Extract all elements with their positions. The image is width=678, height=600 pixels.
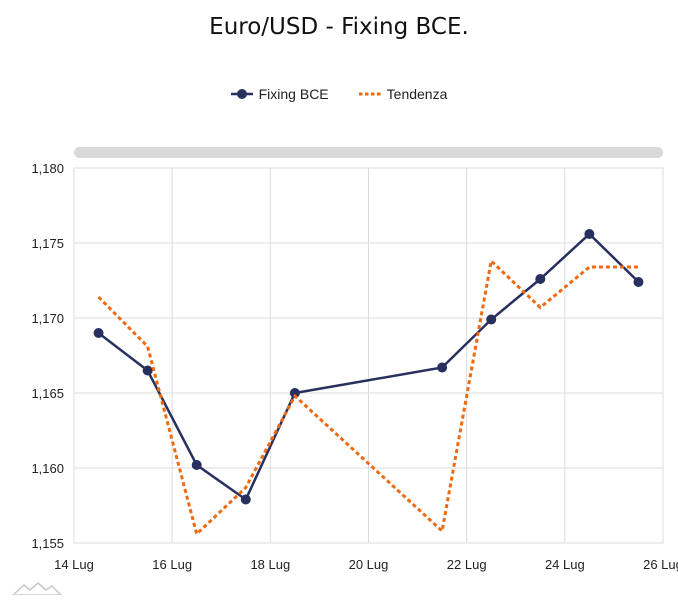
y-tick-label: 1,175 [31, 236, 64, 251]
data-point[interactable] [191, 460, 202, 470]
series-line-tendenza [97, 258, 639, 537]
data-point[interactable] [633, 277, 644, 287]
data-point[interactable] [486, 314, 497, 325]
x-tick-label: 26 Lug [643, 557, 678, 572]
legend-label: Fixing BCE [258, 86, 329, 102]
x-tick-label: 22 Lug [447, 557, 487, 572]
legend-swatch-dotted [358, 92, 381, 96]
x-tick-label: 20 Lug [349, 557, 389, 572]
x-tick-label: 16 Lug [152, 557, 192, 572]
legend-item-tendenza[interactable]: Tendenza [358, 86, 448, 102]
x-tick-label: 14 Lug [54, 557, 94, 572]
y-tick-label: 1,155 [31, 536, 64, 551]
y-tick-label: 1,180 [31, 161, 64, 176]
zoom-scrollbar[interactable] [74, 147, 663, 158]
data-point[interactable] [142, 365, 153, 376]
data-point[interactable] [437, 362, 448, 373]
series-line-fixing-bce [97, 232, 640, 502]
y-tick-label: 1,160 [31, 461, 64, 476]
chart-title: Euro/USD - Fixing BCE. [209, 14, 469, 40]
data-point[interactable] [240, 494, 251, 505]
y-tick-label: 1,170 [31, 311, 64, 326]
data-point[interactable] [535, 274, 546, 284]
data-point[interactable] [289, 388, 300, 398]
watermark-logo [12, 582, 62, 595]
x-tick-label: 24 Lug [545, 557, 585, 572]
legend-label: Tendenza [386, 86, 448, 102]
data-point[interactable] [93, 328, 104, 338]
x-tick-label: 18 Lug [250, 557, 290, 572]
legend: Fixing BCE Tendenza [0, 86, 678, 102]
legend-item-fixing-bce[interactable]: Fixing BCE [230, 86, 329, 102]
data-point[interactable] [584, 229, 595, 239]
legend-swatch-solid [230, 89, 253, 99]
y-tick-label: 1,165 [31, 386, 64, 401]
